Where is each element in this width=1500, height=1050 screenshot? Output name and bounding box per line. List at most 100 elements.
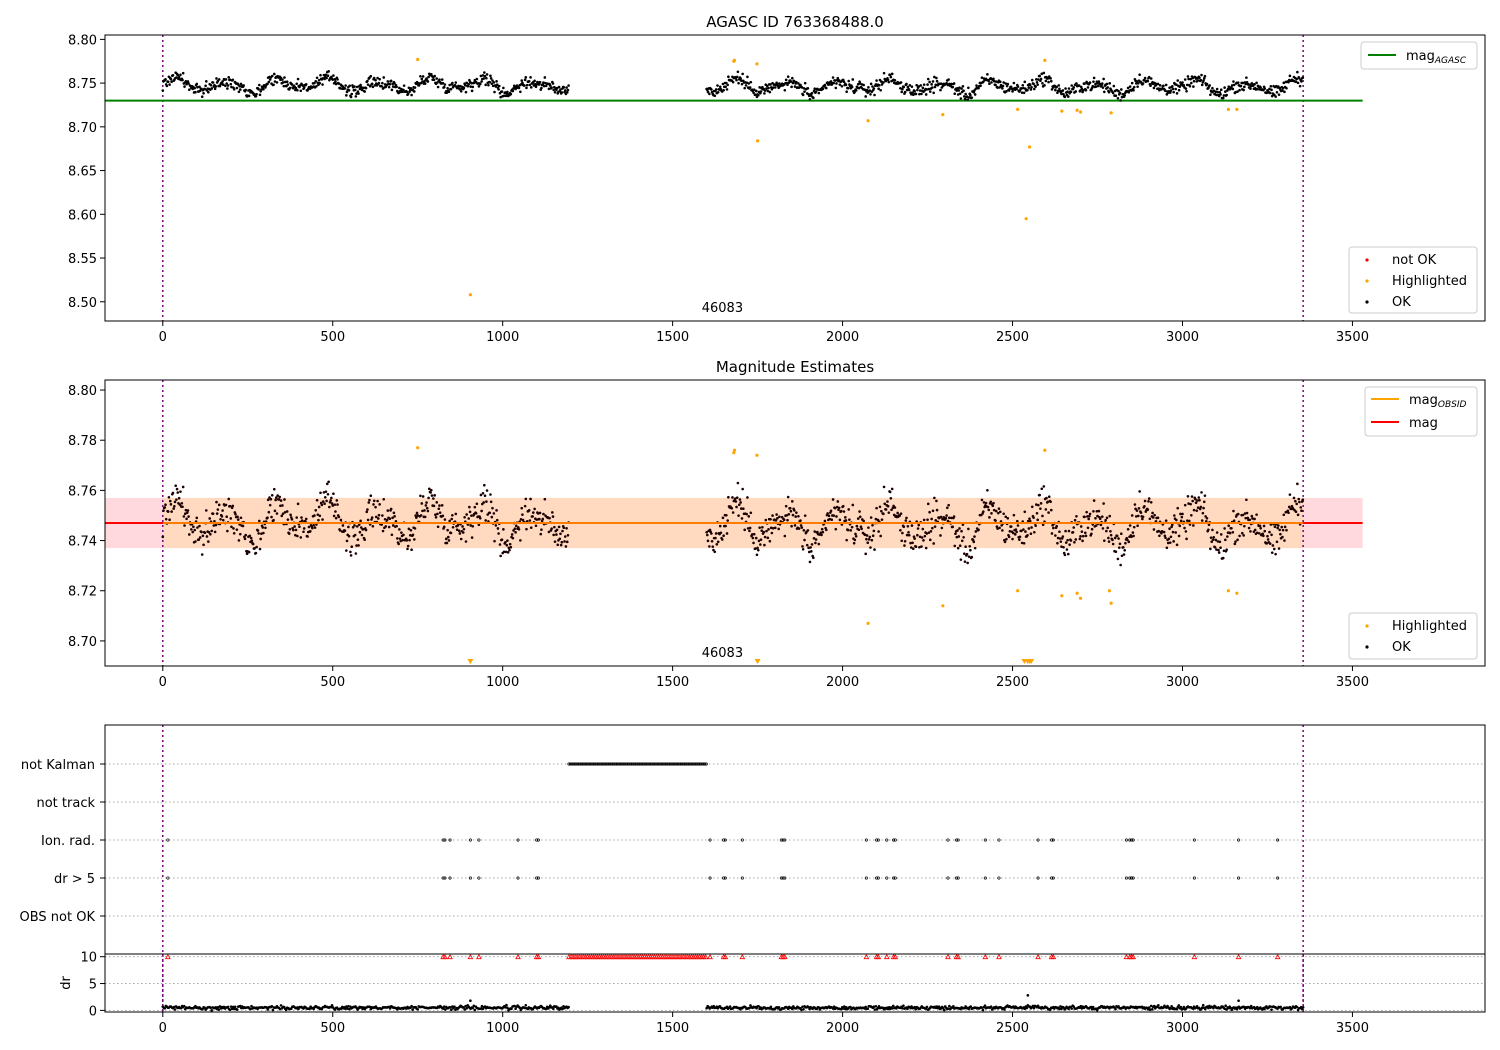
ok-point xyxy=(409,86,413,90)
ok-point xyxy=(852,541,856,545)
x-tick-label: 0 xyxy=(159,675,167,690)
ok-point xyxy=(877,83,881,87)
dr-point xyxy=(874,1004,878,1008)
ok-point xyxy=(495,518,499,522)
y-tick-label: 8.75 xyxy=(68,77,97,92)
x-tick-label: 1000 xyxy=(486,1021,519,1036)
dr-point xyxy=(1237,999,1240,1003)
ok-point xyxy=(1171,530,1175,534)
ok-point xyxy=(1004,515,1008,519)
ok-point xyxy=(1265,542,1269,545)
ok-point xyxy=(386,509,390,512)
ok-point xyxy=(194,540,197,543)
legend-marker-ok xyxy=(1365,300,1369,304)
ok-point xyxy=(283,510,287,514)
ok-point xyxy=(1072,86,1076,89)
flag-marker xyxy=(781,838,785,842)
ok-point xyxy=(478,82,482,86)
dr-clipped-marker xyxy=(781,953,788,960)
ok-point xyxy=(972,540,976,544)
ok-point xyxy=(1211,86,1214,90)
ok-point xyxy=(957,89,961,92)
ok-point xyxy=(245,552,249,555)
ok-point xyxy=(467,517,470,520)
ok-point xyxy=(1050,532,1054,535)
ok-point xyxy=(410,548,413,552)
ok-point xyxy=(355,92,358,95)
ok-point xyxy=(903,90,907,94)
ok-point xyxy=(903,539,907,543)
ok-point xyxy=(1120,88,1123,91)
legend-label-mag-obsid: magOBSID xyxy=(1409,393,1467,410)
ok-point xyxy=(903,544,906,547)
ok-point xyxy=(917,85,921,88)
ok-point xyxy=(1092,510,1095,513)
ok-point xyxy=(511,536,515,540)
ok-point xyxy=(494,85,498,88)
ok-point xyxy=(1249,530,1252,533)
ok-point xyxy=(319,491,322,495)
ok-point xyxy=(982,501,986,504)
ok-point xyxy=(462,527,466,531)
ok-point xyxy=(359,519,362,523)
ok-point xyxy=(1035,81,1039,84)
ok-point xyxy=(446,86,449,90)
ok-point xyxy=(956,546,960,550)
flag-marker xyxy=(441,838,445,842)
ok-point xyxy=(386,80,390,83)
ok-point xyxy=(1086,526,1090,530)
ok-point xyxy=(193,86,197,90)
ok-point xyxy=(986,73,989,76)
ok-point xyxy=(803,538,806,542)
highlighted-point xyxy=(1075,591,1079,595)
ok-point xyxy=(493,539,496,543)
ok-point xyxy=(356,538,360,541)
ok-point xyxy=(1119,99,1122,102)
dr-point xyxy=(203,1006,206,1009)
dr-point xyxy=(1255,1005,1259,1009)
ok-point xyxy=(315,84,318,88)
ok-point xyxy=(1295,77,1298,81)
ok-point xyxy=(281,78,284,81)
dr-point xyxy=(524,1003,528,1007)
ok-point xyxy=(1258,532,1261,535)
ok-point xyxy=(886,78,890,82)
dr-point xyxy=(989,1005,993,1008)
ok-point xyxy=(1090,527,1094,531)
ok-point xyxy=(875,506,878,510)
ok-point xyxy=(203,531,207,535)
ok-point xyxy=(475,77,479,81)
ok-point xyxy=(1118,542,1122,546)
ok-point xyxy=(281,512,285,515)
ok-point xyxy=(438,504,441,507)
ok-point xyxy=(502,86,505,90)
ok-point xyxy=(200,553,204,556)
dr-point xyxy=(1149,1004,1153,1008)
ok-point xyxy=(228,78,232,82)
dr-clipped-marker xyxy=(467,953,474,960)
ok-point xyxy=(256,529,260,532)
ok-point xyxy=(929,529,933,533)
ok-point xyxy=(266,498,270,502)
ok-point xyxy=(756,548,760,552)
ok-point xyxy=(799,524,803,527)
highlighted-point xyxy=(941,112,945,117)
ok-point xyxy=(838,83,842,86)
ok-point xyxy=(298,525,301,528)
ok-point xyxy=(1207,528,1210,532)
ok-point xyxy=(1018,89,1022,92)
ok-point xyxy=(1005,84,1009,88)
ok-point xyxy=(1109,529,1112,533)
ok-point xyxy=(1212,536,1216,539)
ok-point xyxy=(169,503,173,506)
ok-point xyxy=(287,532,291,535)
ok-point xyxy=(725,88,729,91)
ok-point xyxy=(204,84,207,88)
ok-point xyxy=(1023,80,1027,84)
ok-point xyxy=(323,496,327,499)
ok-point xyxy=(504,541,507,544)
ok-point xyxy=(1096,514,1099,518)
plot-area xyxy=(105,35,1363,321)
ok-point xyxy=(832,81,836,85)
ok-point xyxy=(1085,510,1088,514)
